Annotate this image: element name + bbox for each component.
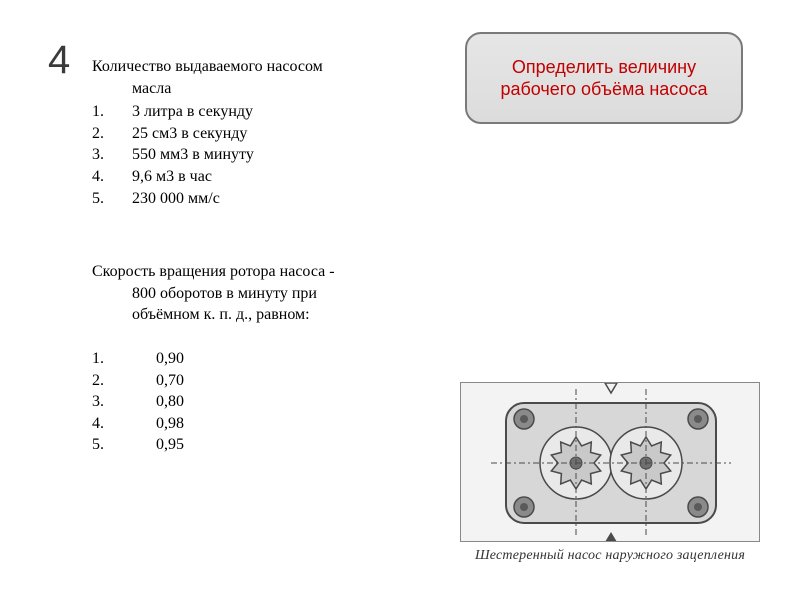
list-item: 4.0,98 — [92, 413, 432, 435]
option-number: 1. — [92, 348, 156, 370]
option-value: 550 мм3 в минуту — [132, 144, 432, 166]
list-item: 5.230 000 мм/с — [92, 188, 432, 210]
option-number: 2. — [92, 370, 156, 392]
list-item: 1.3 литра в секунду — [92, 101, 432, 123]
option-number: 5. — [92, 188, 132, 210]
question-content: Количество выдаваемого насосом масла 1.3… — [92, 56, 432, 456]
section1-heading: Количество выдаваемого насосом масла — [92, 56, 432, 99]
list-item: 3.0,80 — [92, 391, 432, 413]
section1-options: 1.3 литра в секунду 2.25 см3 в секунду 3… — [92, 101, 432, 209]
option-value: 3 литра в секунду — [132, 101, 432, 123]
list-item: 2.0,70 — [92, 370, 432, 392]
figure-frame — [460, 382, 760, 542]
option-number: 3. — [92, 144, 132, 166]
option-value: 230 000 мм/с — [132, 188, 432, 210]
option-number: 3. — [92, 391, 156, 413]
section1-heading-line1: Количество выдаваемого насосом — [92, 56, 432, 78]
figure-caption: Шестеренный насос наружного зацепления — [460, 548, 760, 564]
list-item: 1.0,90 — [92, 348, 432, 370]
section2: Скорость вращения ротора насоса - 800 об… — [92, 261, 432, 456]
option-number: 4. — [92, 166, 132, 188]
option-value: 9,6 м3 в час — [132, 166, 432, 188]
option-number: 1. — [92, 101, 132, 123]
option-number: 2. — [92, 123, 132, 145]
task-box-text: Определить величину рабочего объёма насо… — [477, 56, 731, 101]
section2-line1: Скорость вращения ротора насоса - — [92, 261, 432, 283]
question-number: 4 — [48, 38, 70, 83]
option-value: 0,95 — [156, 434, 432, 456]
option-value: 0,90 — [156, 348, 432, 370]
option-number: 5. — [92, 434, 156, 456]
list-item: 5.0,95 — [92, 434, 432, 456]
section2-line2: 800 оборотов в минуту при — [92, 283, 432, 305]
task-box: Определить величину рабочего объёма насо… — [465, 32, 743, 124]
option-value: 0,80 — [156, 391, 432, 413]
gear-pump-diagram — [461, 383, 760, 542]
option-value: 25 см3 в секунду — [132, 123, 432, 145]
section2-paragraph: Скорость вращения ротора насоса - 800 об… — [92, 261, 432, 326]
list-item: 3.550 мм3 в минуту — [92, 144, 432, 166]
option-value: 0,70 — [156, 370, 432, 392]
figure: Шестеренный насос наружного зацепления — [460, 382, 760, 564]
list-item: 4.9,6 м3 в час — [92, 166, 432, 188]
list-item: 2.25 см3 в секунду — [92, 123, 432, 145]
section1-heading-line2: масла — [92, 78, 432, 100]
option-number: 4. — [92, 413, 156, 435]
section2-line3: объёмном к. п. д., равном: — [92, 304, 432, 326]
section2-options: 1.0,90 2.0,70 3.0,80 4.0,98 5.0,95 — [92, 348, 432, 456]
option-value: 0,98 — [156, 413, 432, 435]
